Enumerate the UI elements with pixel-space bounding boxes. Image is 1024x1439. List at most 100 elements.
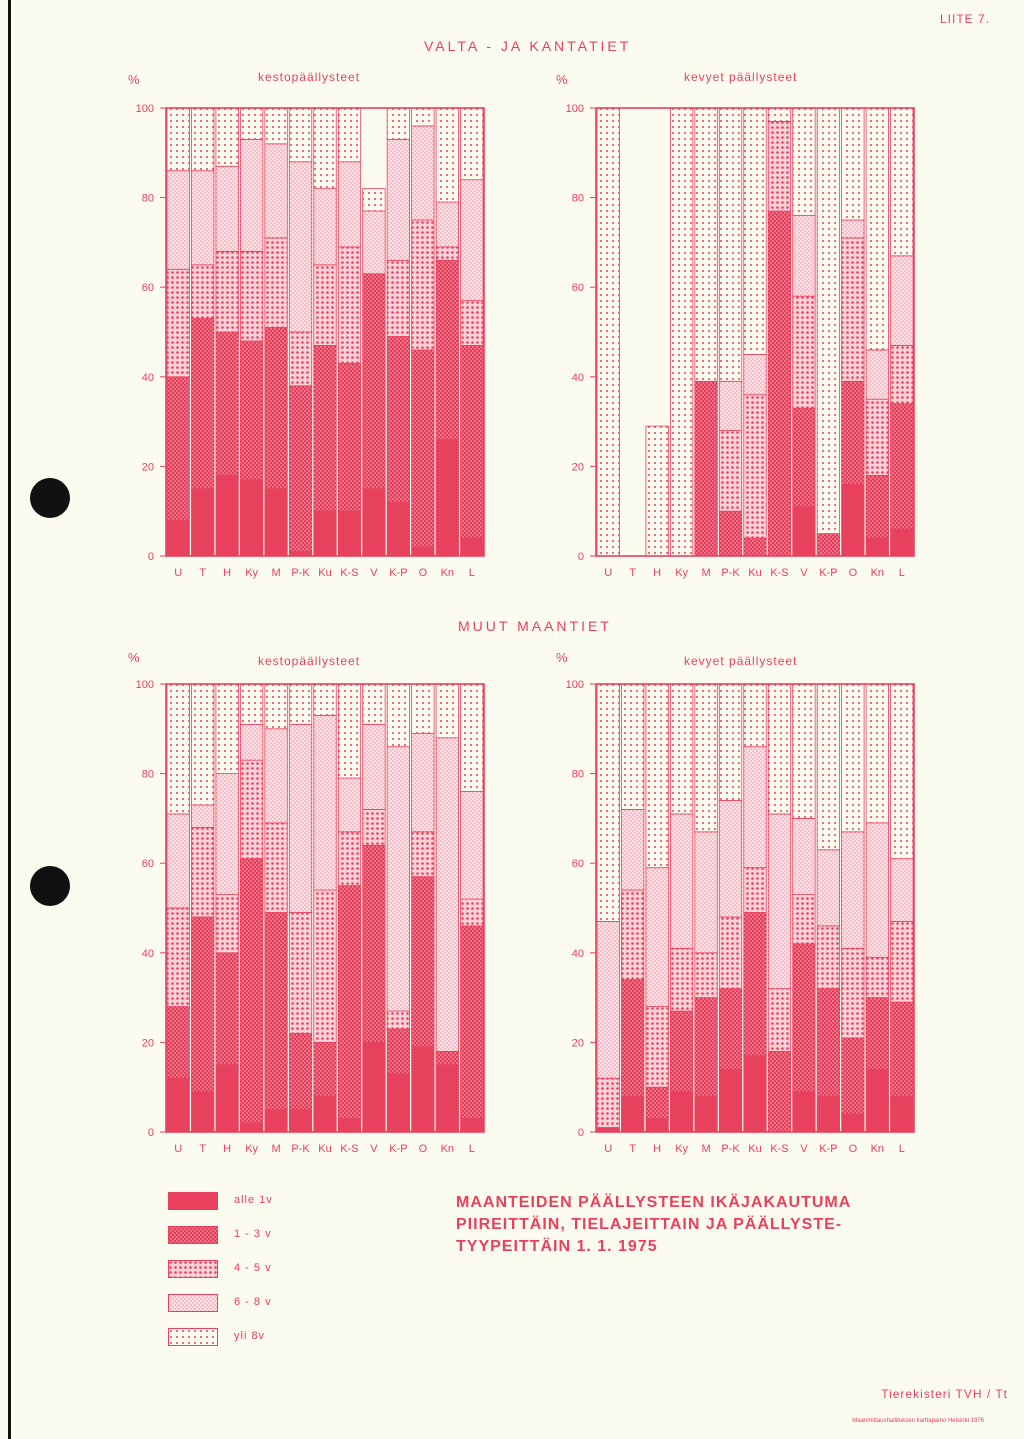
chart-plot: 0 20 40 60 80 100 U T H Ky M P-K Ku K-S V K-P O Kn L [136, 103, 485, 579]
x-tick-label: K-P [389, 567, 407, 579]
x-tick-label: Kn [441, 567, 454, 579]
bar-segment [621, 1095, 645, 1133]
y-tick-label: 40 [142, 948, 154, 960]
bar-segment [792, 943, 816, 1093]
x-tick-label: Ku [318, 1143, 331, 1155]
bar-segment [792, 683, 816, 819]
bar-segment [718, 430, 743, 512]
bar-segment [694, 380, 718, 557]
y-tick-label: 60 [572, 858, 584, 870]
bar-segment [743, 867, 767, 913]
y-tick-label: 20 [142, 461, 154, 473]
y-tick-label: 100 [566, 103, 584, 115]
bar-segment [362, 210, 386, 275]
plot-frame [595, 683, 915, 1133]
bar-segment [669, 813, 694, 949]
chart-plot: 0 20 40 60 80 100 U T H Ky M P-K Ku K-S V K-P O Kn L [566, 679, 915, 1155]
bar-segment [718, 988, 743, 1070]
bar-segment [288, 1033, 313, 1111]
bar-segment [215, 773, 239, 895]
bar-segment [743, 912, 767, 1057]
legend-swatch-fill [168, 1294, 218, 1312]
bar-segment [596, 1077, 620, 1128]
bar-segment [215, 952, 239, 1066]
chart-subtitle: kevyet päällysteet [684, 70, 798, 84]
bar-segment [645, 867, 669, 1007]
x-tick-label: M [271, 1143, 280, 1155]
bar-segment [718, 380, 743, 431]
x-tick-label: Ku [318, 567, 331, 579]
legend-swatch-fill [168, 1328, 218, 1346]
bar-segment [435, 246, 459, 261]
bar-segment [669, 947, 694, 1012]
x-tick-label: L [469, 1143, 475, 1155]
bar-segment [288, 107, 313, 163]
bar-segment [460, 107, 484, 181]
x-tick-label: L [899, 567, 905, 579]
bar-segment [337, 683, 362, 779]
bar-segment [621, 889, 645, 981]
bar-segment [215, 474, 239, 557]
bar-segment [166, 1077, 190, 1133]
x-tick-label: K-S [340, 567, 358, 579]
bar-segment [264, 912, 288, 1110]
bar-segment [669, 107, 694, 557]
x-tick-label: Ky [245, 1143, 258, 1155]
section-title-top: VALTA - JA KANTATIET [424, 38, 632, 54]
bar-segment [718, 1068, 743, 1133]
bar-segment [621, 979, 645, 1097]
x-tick-label: M [701, 567, 710, 579]
bar-segment [313, 188, 337, 266]
bar-segment [743, 683, 767, 748]
bar-segment [890, 683, 914, 860]
bar-segment [694, 107, 718, 382]
bar-segment [288, 331, 313, 387]
bar-segment [718, 683, 743, 801]
bar-segment [288, 1109, 313, 1133]
bar-segment [460, 179, 484, 302]
bar-segment [264, 822, 288, 913]
bar-segment [792, 817, 816, 895]
bar-segment [386, 1010, 411, 1030]
bar-segment [645, 1006, 669, 1088]
bar-segment [411, 125, 435, 221]
bar-segment [596, 921, 620, 1079]
chart-subtitle: kestopäällysteet [258, 654, 361, 668]
bar-segment [166, 268, 190, 378]
x-tick-label: O [849, 1143, 858, 1155]
legend-swatch-fill [168, 1192, 218, 1210]
bar-segment [435, 259, 459, 440]
bar-segment [890, 858, 914, 922]
bar-segment [816, 849, 841, 927]
x-tick-label: Kn [871, 567, 884, 579]
main-title: MAANTEIDEN PÄÄLLYSTEEN IKÄJAKAUTUMA PIIR… [456, 1192, 926, 1258]
bar-segment [337, 510, 362, 557]
bar-segment [411, 219, 435, 351]
bar-segment [816, 988, 841, 1097]
bar-segment [215, 165, 239, 252]
bar-segment [288, 912, 313, 1034]
bar-segment [890, 403, 914, 530]
legend-swatch-fill [168, 1260, 218, 1278]
bar-segment [313, 1041, 337, 1097]
x-tick-label: V [370, 1143, 378, 1155]
legend-swatch-solid [168, 1192, 218, 1210]
bar-segment [816, 1095, 841, 1133]
bar-segment [362, 273, 386, 490]
bar-segment [313, 889, 337, 1043]
bar-segment [386, 683, 411, 748]
y-tick-label: 40 [572, 372, 584, 384]
bar-segment [239, 858, 264, 1124]
bar-segment [411, 683, 435, 734]
x-tick-label: Ky [675, 1143, 688, 1155]
y-tick-label: 0 [148, 551, 154, 563]
x-tick-label: O [419, 1143, 428, 1155]
x-tick-label: M [271, 567, 280, 579]
bar-segment [337, 831, 362, 886]
x-tick-label: P-K [291, 1143, 310, 1155]
x-tick-label: U [604, 567, 612, 579]
bar-segment [386, 336, 411, 503]
bar-segment [841, 483, 865, 557]
bar-segment [460, 925, 484, 1119]
bar-segment [435, 1064, 459, 1133]
